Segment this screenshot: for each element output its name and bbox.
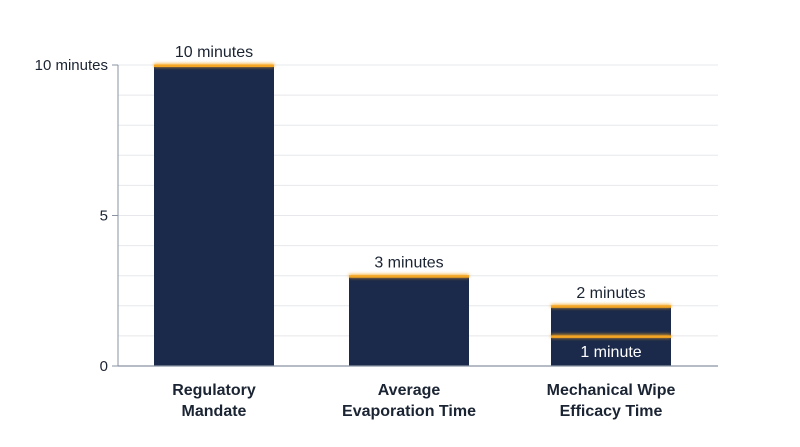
data-label: 3 minutes	[374, 255, 443, 272]
bar-top-highlight	[349, 275, 469, 278]
marker-line	[551, 335, 671, 338]
bar	[349, 275, 469, 366]
data-label: 10 minutes	[175, 44, 253, 61]
category-label: Average	[378, 382, 441, 399]
bars	[154, 63, 671, 366]
category-label: Efficacy Time	[560, 403, 663, 420]
labels: 10 minutes Regulatory Mandate 3 minutes Aver…	[172, 44, 675, 420]
y-tick-label: 10 minutes	[35, 57, 108, 74]
bar-top-highlight	[551, 305, 671, 308]
category-label: Regulatory	[172, 382, 256, 399]
bar	[154, 65, 274, 366]
y-tick-label: 0	[100, 358, 108, 375]
marker-label: 1 minute	[580, 344, 641, 361]
category-label: Mandate	[182, 403, 247, 420]
data-label: 2 minutes	[576, 285, 645, 302]
bar-top-highlight	[154, 64, 274, 67]
category-label: Mechanical Wipe	[547, 382, 676, 399]
axes: 0 5 10 minutes	[35, 57, 718, 375]
y-tick-label: 5	[100, 208, 108, 225]
category-label: Evaporation Time	[342, 403, 476, 420]
